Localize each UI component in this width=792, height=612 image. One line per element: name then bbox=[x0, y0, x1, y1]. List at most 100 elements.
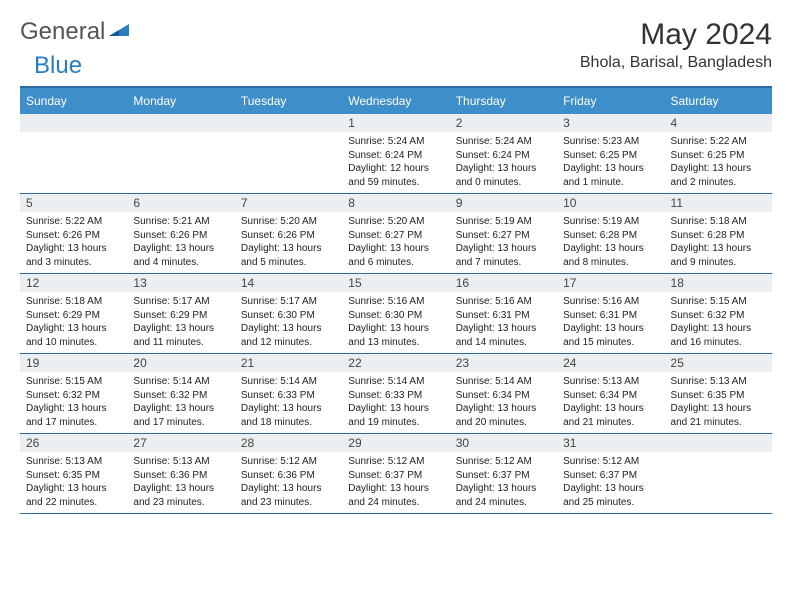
logo-triangle-icon bbox=[109, 22, 129, 43]
calendar-day-cell: 4 Sunrise: 5:22 AMSunset: 6:25 PMDaylight… bbox=[665, 114, 772, 193]
calendar-day-cell: 30Sunrise: 5:12 AMSunset: 6:37 PMDayligh… bbox=[450, 434, 557, 513]
calendar-week-row: 19Sunrise: 5:15 AMSunset: 6:32 PMDayligh… bbox=[20, 354, 772, 434]
calendar-day-cell: 7 Sunrise: 5:20 AMSunset: 6:26 PMDaylight… bbox=[235, 194, 342, 273]
day-number: 20 bbox=[127, 354, 234, 372]
day-number: 22 bbox=[342, 354, 449, 372]
day-number: 17 bbox=[557, 274, 664, 292]
day-info: Sunrise: 5:14 AMSunset: 6:33 PMDaylight:… bbox=[348, 375, 443, 429]
day-info: Sunrise: 5:16 AMSunset: 6:31 PMDaylight:… bbox=[456, 295, 551, 349]
calendar-day-cell: 25 Sunrise: 5:13 AMSunset: 6:35 PMDayligh… bbox=[665, 354, 772, 433]
logo-general: General bbox=[20, 18, 105, 46]
day-info: Sunrise: 5:12 AMSunset: 6:37 PMDaylight:… bbox=[456, 455, 551, 509]
calendar-day-cell: 5Sunrise: 5:22 AMSunset: 6:26 PMDaylight… bbox=[20, 194, 127, 273]
day-info: Sunrise: 5:23 AMSunset: 6:25 PMDaylight:… bbox=[563, 135, 658, 189]
day-info: Sunrise: 5:20 AMSunset: 6:27 PMDaylight:… bbox=[348, 215, 443, 269]
calendar-week-row: 5Sunrise: 5:22 AMSunset: 6:26 PMDaylight… bbox=[20, 194, 772, 274]
day-number: 21 bbox=[235, 354, 342, 372]
day-number: 3 bbox=[557, 114, 664, 132]
logo-blue: Blue bbox=[34, 52, 82, 79]
day-header: Friday bbox=[557, 88, 664, 114]
day-number: 13 bbox=[127, 274, 234, 292]
calendar-day-cell: 15 Sunrise: 5:16 AMSunset: 6:30 PMDayligh… bbox=[342, 274, 449, 353]
calendar-day-cell: 26Sunrise: 5:13 AMSunset: 6:35 PMDayligh… bbox=[20, 434, 127, 513]
calendar-day-cell: 22 Sunrise: 5:14 AMSunset: 6:33 PMDayligh… bbox=[342, 354, 449, 433]
day-number: 23 bbox=[450, 354, 557, 372]
day-number-empty bbox=[127, 114, 234, 132]
calendar-day-cell: 14 Sunrise: 5:17 AMSunset: 6:30 PMDayligh… bbox=[235, 274, 342, 353]
day-number: 18 bbox=[665, 274, 772, 292]
day-info: Sunrise: 5:24 AMSunset: 6:24 PMDaylight:… bbox=[348, 135, 443, 189]
day-header: Sunday bbox=[20, 88, 127, 114]
day-number: 7 bbox=[235, 194, 342, 212]
day-header: Tuesday bbox=[235, 88, 342, 114]
calendar-day-cell: 8 Sunrise: 5:20 AMSunset: 6:27 PMDaylight… bbox=[342, 194, 449, 273]
day-number: 10 bbox=[557, 194, 664, 212]
day-info: Sunrise: 5:16 AMSunset: 6:31 PMDaylight:… bbox=[563, 295, 658, 349]
calendar-day-cell bbox=[665, 434, 772, 513]
day-header: Thursday bbox=[450, 88, 557, 114]
day-number: 1 bbox=[342, 114, 449, 132]
calendar-day-cell: 16Sunrise: 5:16 AMSunset: 6:31 PMDayligh… bbox=[450, 274, 557, 353]
calendar-day-cell: 20 Sunrise: 5:14 AMSunset: 6:32 PMDayligh… bbox=[127, 354, 234, 433]
day-header: Saturday bbox=[665, 88, 772, 114]
calendar-day-cell: 19Sunrise: 5:15 AMSunset: 6:32 PMDayligh… bbox=[20, 354, 127, 433]
calendar-day-cell: 13 Sunrise: 5:17 AMSunset: 6:29 PMDayligh… bbox=[127, 274, 234, 353]
day-info: Sunrise: 5:13 AMSunset: 6:35 PMDaylight:… bbox=[26, 455, 121, 509]
day-number-empty bbox=[235, 114, 342, 132]
calendar-day-cell: 18 Sunrise: 5:15 AMSunset: 6:32 PMDayligh… bbox=[665, 274, 772, 353]
day-number: 8 bbox=[342, 194, 449, 212]
day-number: 25 bbox=[665, 354, 772, 372]
day-info: Sunrise: 5:18 AMSunset: 6:28 PMDaylight:… bbox=[671, 215, 766, 269]
day-number: 27 bbox=[127, 434, 234, 452]
calendar-day-cell: 31Sunrise: 5:12 AMSunset: 6:37 PMDayligh… bbox=[557, 434, 664, 513]
calendar-day-cell bbox=[127, 114, 234, 193]
calendar-day-cell: 21 Sunrise: 5:14 AMSunset: 6:33 PMDayligh… bbox=[235, 354, 342, 433]
day-number: 15 bbox=[342, 274, 449, 292]
calendar-day-cell: 6Sunrise: 5:21 AMSunset: 6:26 PMDaylight… bbox=[127, 194, 234, 273]
calendar-day-cell: 10Sunrise: 5:19 AMSunset: 6:28 PMDayligh… bbox=[557, 194, 664, 273]
day-info: Sunrise: 5:17 AMSunset: 6:29 PMDaylight:… bbox=[133, 295, 228, 349]
day-info: Sunrise: 5:16 AMSunset: 6:30 PMDaylight:… bbox=[348, 295, 443, 349]
day-info: Sunrise: 5:12 AMSunset: 6:37 PMDaylight:… bbox=[563, 455, 658, 509]
day-number: 4 bbox=[665, 114, 772, 132]
day-number: 2 bbox=[450, 114, 557, 132]
calendar-day-cell: 3 Sunrise: 5:23 AMSunset: 6:25 PMDaylight… bbox=[557, 114, 664, 193]
calendar-day-cell: 27 Sunrise: 5:13 AMSunset: 6:36 PMDayligh… bbox=[127, 434, 234, 513]
day-info: Sunrise: 5:20 AMSunset: 6:26 PMDaylight:… bbox=[241, 215, 336, 269]
day-info: Sunrise: 5:18 AMSunset: 6:29 PMDaylight:… bbox=[26, 295, 121, 349]
calendar-day-cell: 9 Sunrise: 5:19 AMSunset: 6:27 PMDaylight… bbox=[450, 194, 557, 273]
day-info: Sunrise: 5:12 AMSunset: 6:37 PMDaylight:… bbox=[348, 455, 443, 509]
day-number: 28 bbox=[235, 434, 342, 452]
day-info: Sunrise: 5:22 AMSunset: 6:26 PMDaylight:… bbox=[26, 215, 121, 269]
day-number: 14 bbox=[235, 274, 342, 292]
title-block: May 2024 Bhola, Barisal, Bangladesh bbox=[580, 18, 772, 72]
day-info: Sunrise: 5:14 AMSunset: 6:32 PMDaylight:… bbox=[133, 375, 228, 429]
day-number: 19 bbox=[20, 354, 127, 372]
day-number: 9 bbox=[450, 194, 557, 212]
calendar-day-cell bbox=[20, 114, 127, 193]
day-info: Sunrise: 5:13 AMSunset: 6:36 PMDaylight:… bbox=[133, 455, 228, 509]
calendar-week-row: 1 Sunrise: 5:24 AMSunset: 6:24 PMDaylight… bbox=[20, 114, 772, 194]
day-info: Sunrise: 5:13 AMSunset: 6:34 PMDaylight:… bbox=[563, 375, 658, 429]
day-info: Sunrise: 5:17 AMSunset: 6:30 PMDaylight:… bbox=[241, 295, 336, 349]
calendar-day-cell: 28 Sunrise: 5:12 AMSunset: 6:36 PMDayligh… bbox=[235, 434, 342, 513]
day-number: 11 bbox=[665, 194, 772, 212]
day-header: Wednesday bbox=[342, 88, 449, 114]
calendar-day-cell bbox=[235, 114, 342, 193]
day-info: Sunrise: 5:15 AMSunset: 6:32 PMDaylight:… bbox=[671, 295, 766, 349]
calendar-day-cell: 11 Sunrise: 5:18 AMSunset: 6:28 PMDayligh… bbox=[665, 194, 772, 273]
day-info: Sunrise: 5:14 AMSunset: 6:33 PMDaylight:… bbox=[241, 375, 336, 429]
page-subtitle: Bhola, Barisal, Bangladesh bbox=[580, 54, 772, 72]
page-title: May 2024 bbox=[580, 18, 772, 52]
calendar-day-cell: 1 Sunrise: 5:24 AMSunset: 6:24 PMDaylight… bbox=[342, 114, 449, 193]
calendar-week-row: 26Sunrise: 5:13 AMSunset: 6:35 PMDayligh… bbox=[20, 434, 772, 514]
day-number: 29 bbox=[342, 434, 449, 452]
day-header: Monday bbox=[127, 88, 234, 114]
calendar-day-cell: 24Sunrise: 5:13 AMSunset: 6:34 PMDayligh… bbox=[557, 354, 664, 433]
calendar-week-row: 12Sunrise: 5:18 AMSunset: 6:29 PMDayligh… bbox=[20, 274, 772, 354]
day-info: Sunrise: 5:13 AMSunset: 6:35 PMDaylight:… bbox=[671, 375, 766, 429]
logo: General bbox=[20, 18, 131, 46]
day-info: Sunrise: 5:12 AMSunset: 6:36 PMDaylight:… bbox=[241, 455, 336, 509]
day-info: Sunrise: 5:19 AMSunset: 6:27 PMDaylight:… bbox=[456, 215, 551, 269]
day-info: Sunrise: 5:22 AMSunset: 6:25 PMDaylight:… bbox=[671, 135, 766, 189]
